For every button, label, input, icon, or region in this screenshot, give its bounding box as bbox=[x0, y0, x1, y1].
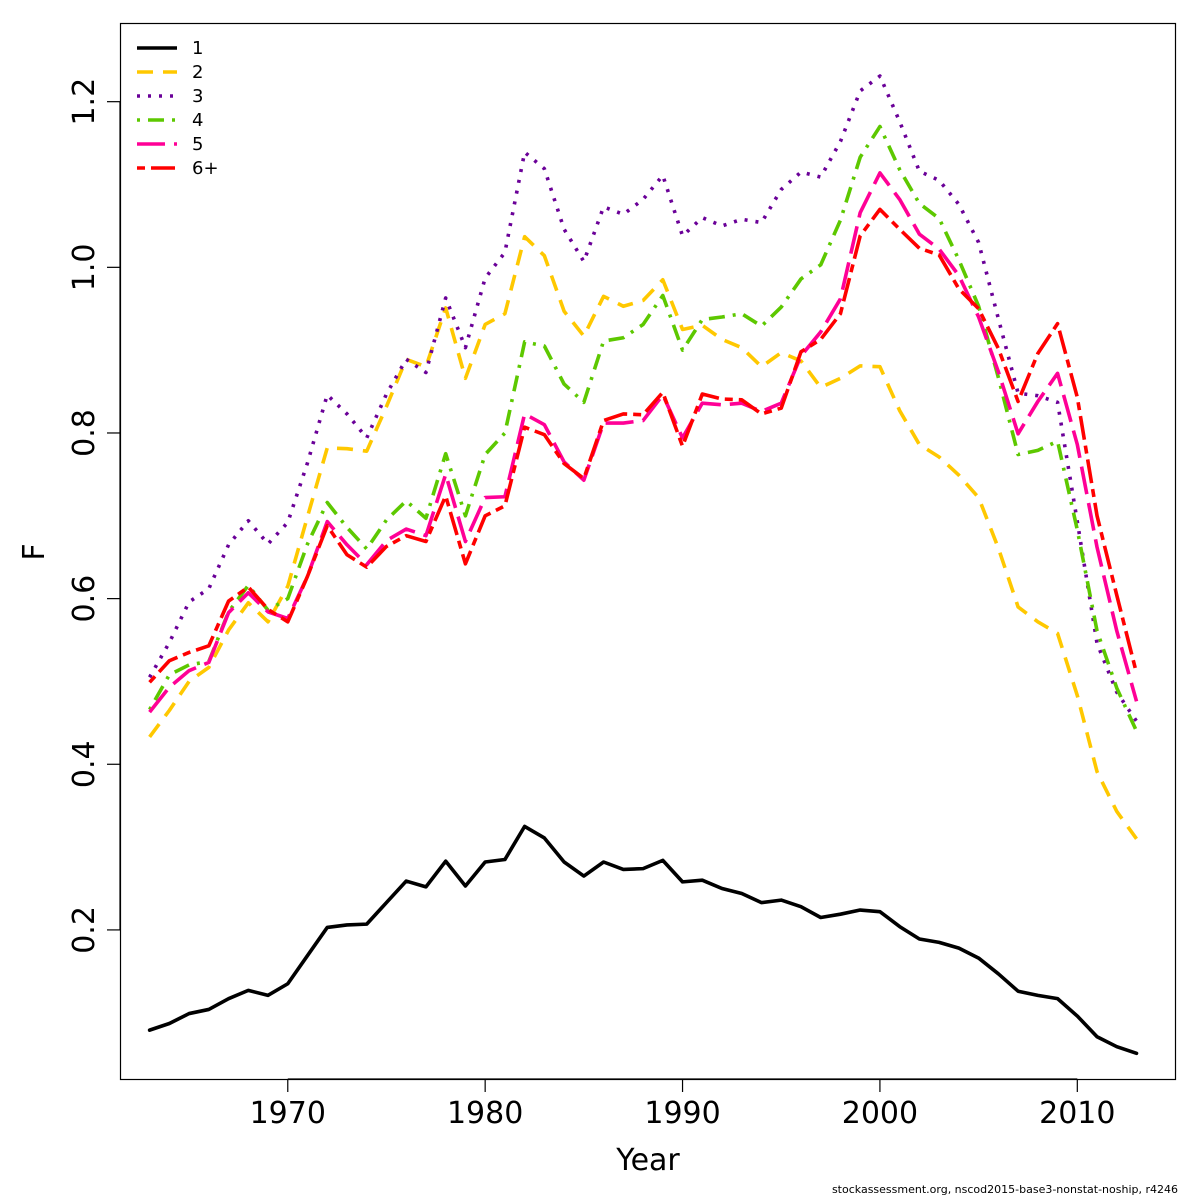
y-tick-label: 0.4 bbox=[67, 740, 102, 788]
y-tick-label: 1.2 bbox=[67, 78, 102, 126]
x-tick-label: 1980 bbox=[447, 1096, 523, 1131]
x-axis: 1970 1980 1990 2000 2010 bbox=[250, 1078, 1115, 1131]
series-line-5 bbox=[148, 171, 1139, 714]
x-tick-label: 2010 bbox=[1039, 1096, 1115, 1131]
legend-label: 4 bbox=[192, 110, 203, 131]
series-line-3 bbox=[148, 74, 1139, 723]
x-tick-label: 1990 bbox=[644, 1096, 720, 1131]
series-line-1 bbox=[147, 824, 1139, 1056]
legend-label: 2 bbox=[192, 62, 203, 83]
y-tick-label: 0.2 bbox=[67, 906, 102, 954]
y-tick-label: 1.0 bbox=[67, 243, 102, 291]
legend-label: 5 bbox=[192, 134, 203, 155]
y-axis-title: F bbox=[17, 543, 52, 560]
legend-label: 1 bbox=[192, 38, 203, 59]
y-tick-label: 0.8 bbox=[67, 409, 102, 457]
footer-note: stockassessment.org, nscod2015-base3-non… bbox=[831, 1183, 1178, 1196]
series-line-6plus bbox=[148, 207, 1139, 684]
x-tick-label: 1970 bbox=[250, 1096, 326, 1131]
x-tick-label: 2000 bbox=[842, 1096, 918, 1131]
y-axis: 0.2 0.4 0.6 0.8 1.0 1.2 bbox=[67, 78, 121, 954]
legend-label: 3 bbox=[192, 86, 203, 107]
legend: 1 2 3 4 5 6+ bbox=[137, 38, 219, 179]
legend-label: 6+ bbox=[192, 158, 219, 179]
x-axis-title: Year bbox=[615, 1143, 680, 1178]
series-line-4 bbox=[148, 124, 1139, 732]
plot-frame bbox=[119, 22, 1177, 1081]
series-line-2 bbox=[148, 234, 1138, 840]
series-layer bbox=[147, 74, 1139, 1056]
y-tick-label: 0.6 bbox=[67, 575, 102, 623]
